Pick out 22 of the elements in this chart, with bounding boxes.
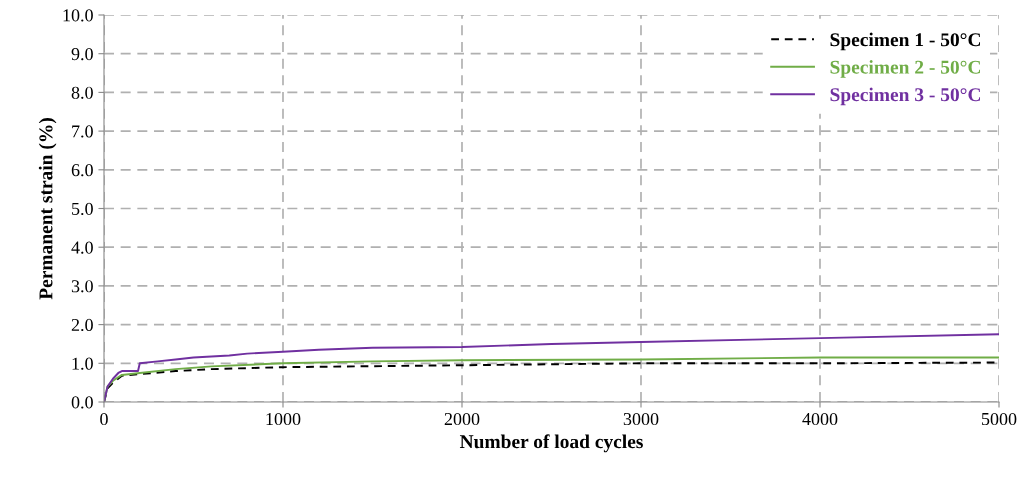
y-tick-label: 9.0 xyxy=(71,47,93,61)
y-tick-label: 1.0 xyxy=(72,357,93,370)
x-tick-label: 0 xyxy=(100,412,108,426)
y-tick-label: 5.0 xyxy=(72,202,93,216)
x-tick-label: 2000 xyxy=(444,412,480,426)
legend-label: Specimen 2 - 50°C xyxy=(830,60,981,78)
y-tick-label: 3.0 xyxy=(71,280,93,293)
y-tick-label: 2.0 xyxy=(71,318,93,332)
legend-label: Specimen 1 - 50°C xyxy=(830,32,981,51)
y-tick-label: 10.0 xyxy=(63,9,93,22)
y-tick-label: 4.0 xyxy=(71,241,93,254)
y-tick-label: 7.0 xyxy=(72,125,93,138)
x-axis-title: Number of load cycles xyxy=(459,434,643,453)
x-tick-label: 5000 xyxy=(981,412,1017,426)
legend-label: Specimen 3 - 50°C xyxy=(830,87,981,106)
y-tick-label: 8.0 xyxy=(71,86,93,99)
y-axis-title: Permanent strain (%) xyxy=(38,118,57,300)
y-tick-label: 6.0 xyxy=(71,164,93,177)
x-tick-label: 3000 xyxy=(623,412,659,426)
x-tick-label: 4000 xyxy=(802,412,838,426)
y-tick-label: 0.0 xyxy=(71,396,93,409)
x-tick-label: 1000 xyxy=(266,412,301,426)
